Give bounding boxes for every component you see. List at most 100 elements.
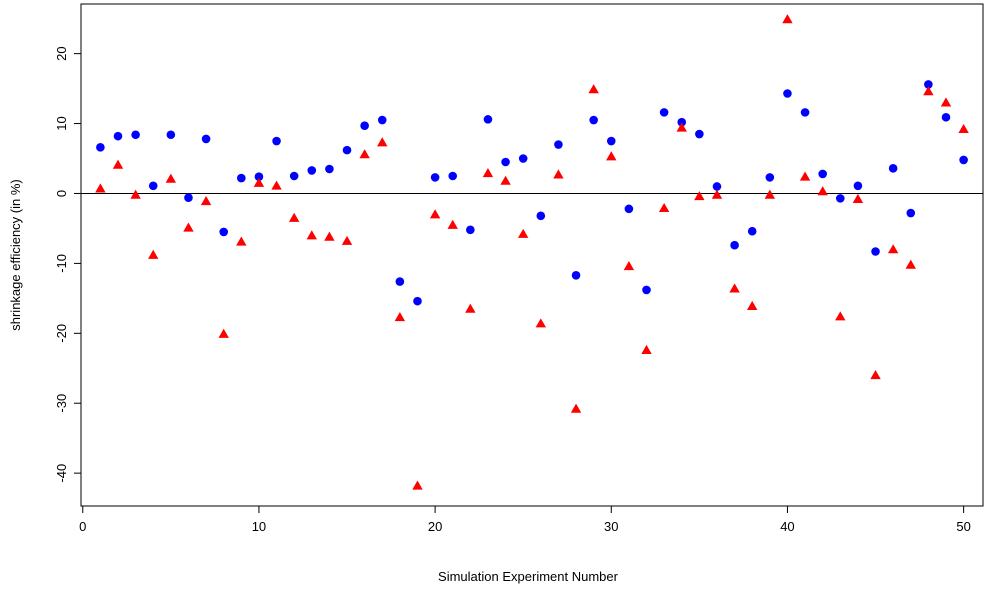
y-tick-label: -40 <box>54 464 69 483</box>
y-axis: -40 -30 -20 -10 0 10 20 <box>54 46 81 483</box>
data-point <box>307 166 317 175</box>
data-point <box>113 131 123 141</box>
data-point <box>730 240 739 250</box>
data-point <box>852 193 864 203</box>
data-point <box>165 173 177 183</box>
data-point <box>888 164 898 173</box>
data-point <box>871 247 880 256</box>
x-tick-label: 30 <box>604 519 618 534</box>
data-point <box>325 164 334 174</box>
data-point <box>413 296 422 306</box>
data-point <box>711 189 723 199</box>
data-point <box>377 137 388 147</box>
data-point <box>395 277 405 286</box>
y-tick-label: -10 <box>54 254 69 273</box>
data-point <box>535 318 547 328</box>
data-point <box>658 202 670 213</box>
data-point <box>272 136 281 146</box>
data-point <box>500 175 511 185</box>
data-point <box>342 145 352 155</box>
data-point <box>483 115 493 124</box>
data-point <box>482 167 494 178</box>
data-point <box>95 183 106 193</box>
data-point <box>166 130 176 140</box>
data-point <box>747 300 758 310</box>
x-axis-label: Simulation Experiment Number <box>438 569 619 584</box>
x-tick-label: 0 <box>79 519 86 534</box>
data-point <box>219 227 228 237</box>
data-point <box>870 370 881 380</box>
x-tick-label: 40 <box>780 519 794 534</box>
data-point <box>887 244 899 254</box>
data-point <box>536 211 546 221</box>
data-point <box>606 151 617 161</box>
x-tick-label: 20 <box>428 519 442 534</box>
data-point <box>641 344 652 354</box>
plot-frame <box>80 3 984 507</box>
data-point <box>588 84 599 94</box>
data-point <box>148 181 158 191</box>
data-point <box>288 212 300 222</box>
data-points <box>95 14 969 490</box>
data-point <box>765 173 775 182</box>
data-point <box>412 480 423 490</box>
data-point <box>253 177 265 187</box>
data-point <box>799 171 811 181</box>
data-point <box>130 189 141 199</box>
data-point <box>800 108 810 117</box>
data-point <box>958 123 969 134</box>
data-point <box>606 136 616 146</box>
data-point <box>959 155 968 165</box>
data-point <box>218 328 229 338</box>
data-point <box>941 112 951 122</box>
data-point <box>677 117 687 127</box>
y-tick-label: -20 <box>54 324 69 343</box>
data-point <box>905 259 916 269</box>
data-point <box>430 173 440 182</box>
data-point <box>818 169 827 179</box>
data-point <box>642 285 651 295</box>
data-point <box>183 222 194 232</box>
data-point <box>466 225 475 235</box>
data-point <box>923 86 934 96</box>
data-point <box>289 171 299 181</box>
data-point <box>517 228 529 238</box>
data-point <box>96 143 105 152</box>
data-point <box>554 140 563 149</box>
data-point <box>712 182 722 191</box>
series-2 <box>95 14 969 490</box>
x-tick-label: 50 <box>956 519 970 534</box>
data-point <box>659 108 669 117</box>
x-axis: 0 10 20 30 40 50 <box>79 506 971 534</box>
data-point <box>306 230 317 240</box>
data-point <box>836 194 845 203</box>
data-point <box>237 173 246 183</box>
data-point <box>254 172 264 181</box>
data-point <box>817 186 828 196</box>
y-tick-label: -30 <box>54 394 69 413</box>
data-point <box>924 80 933 89</box>
data-point <box>623 260 635 271</box>
data-point <box>676 122 687 132</box>
data-point <box>360 121 369 130</box>
data-point <box>131 130 140 140</box>
y-tick-label: 10 <box>54 116 69 130</box>
data-point <box>782 14 793 24</box>
data-point <box>906 208 916 218</box>
data-point <box>694 191 705 201</box>
data-point <box>501 157 510 167</box>
data-point <box>429 209 441 219</box>
series-1 <box>96 80 968 306</box>
data-point <box>695 129 704 139</box>
data-point <box>341 235 353 245</box>
data-point <box>148 249 159 259</box>
data-point <box>570 403 582 413</box>
data-point <box>201 134 211 144</box>
data-point <box>624 204 634 214</box>
data-point <box>835 311 846 321</box>
data-point <box>447 219 458 229</box>
y-tick-label: 20 <box>54 46 69 60</box>
data-point <box>571 270 581 280</box>
data-point <box>940 97 952 107</box>
